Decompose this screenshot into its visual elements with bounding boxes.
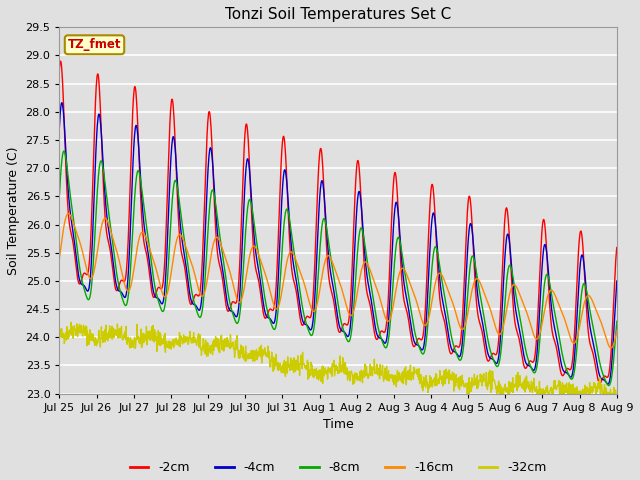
X-axis label: Time: Time (323, 418, 353, 431)
-8cm (99, 164, 107, 170)
-16cm (607, 345, 614, 351)
-8cm (613, 318, 621, 324)
-4cm (314, 230, 322, 236)
Y-axis label: Soil Temperature (C): Soil Temperature (C) (7, 146, 20, 275)
-32cm (67, 319, 75, 325)
-8cm (304, 325, 312, 331)
-32cm (304, 376, 312, 382)
-8cm (292, 263, 300, 269)
-8cm (314, 278, 322, 284)
Line: -8cm: -8cm (60, 151, 617, 385)
-2cm (57, 58, 65, 64)
-2cm (304, 313, 312, 319)
-2cm (56, 66, 63, 72)
-8cm (605, 383, 612, 388)
-4cm (304, 323, 312, 329)
-32cm (99, 339, 107, 345)
-32cm (56, 331, 63, 337)
-2cm (314, 181, 322, 187)
-16cm (99, 218, 107, 224)
-16cm (613, 328, 621, 334)
-32cm (292, 360, 300, 366)
Line: -2cm: -2cm (60, 61, 617, 383)
-4cm (122, 294, 129, 300)
-16cm (314, 298, 322, 304)
-32cm (314, 373, 322, 379)
-2cm (99, 171, 107, 177)
-2cm (292, 288, 300, 294)
-2cm (122, 275, 129, 281)
-4cm (58, 100, 65, 106)
Text: TZ_fmet: TZ_fmet (68, 38, 121, 51)
-4cm (373, 332, 381, 337)
-4cm (613, 278, 621, 284)
-16cm (304, 294, 312, 300)
Line: -32cm: -32cm (60, 322, 617, 406)
-16cm (122, 285, 129, 290)
-4cm (99, 157, 107, 163)
-8cm (60, 148, 68, 154)
Line: -4cm: -4cm (60, 103, 617, 384)
-2cm (596, 380, 604, 386)
-16cm (292, 258, 300, 264)
-2cm (373, 336, 381, 342)
-32cm (609, 403, 616, 409)
Title: Tonzi Soil Temperatures Set C: Tonzi Soil Temperatures Set C (225, 7, 451, 22)
-16cm (65, 211, 72, 216)
-32cm (373, 361, 381, 367)
Line: -16cm: -16cm (60, 214, 617, 348)
-4cm (292, 278, 300, 284)
-4cm (56, 124, 63, 130)
-16cm (56, 255, 63, 261)
-2cm (613, 245, 621, 251)
Legend: -2cm, -4cm, -8cm, -16cm, -32cm: -2cm, -4cm, -8cm, -16cm, -32cm (125, 456, 552, 479)
-4cm (604, 381, 612, 387)
-32cm (613, 394, 621, 400)
-16cm (373, 286, 381, 292)
-8cm (373, 319, 381, 325)
-8cm (122, 303, 129, 309)
-32cm (122, 336, 129, 342)
-8cm (56, 192, 63, 198)
